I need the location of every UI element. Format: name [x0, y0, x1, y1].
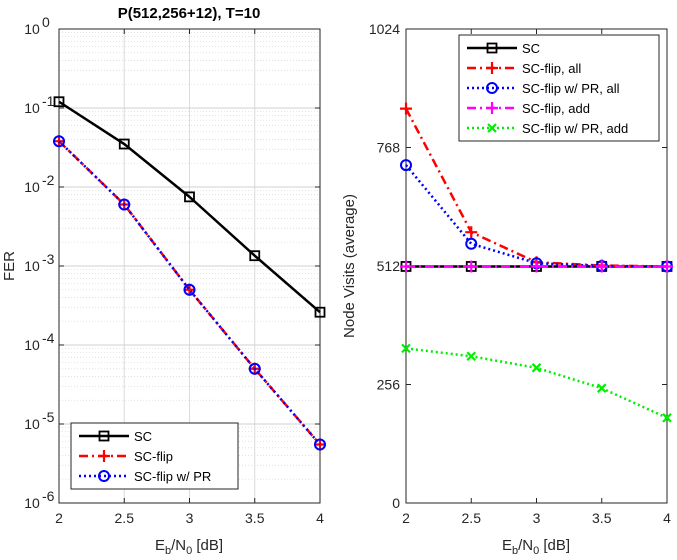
- fer-y-tick-label: 10: [24, 21, 40, 37]
- node-visits-y-axis-label: Node Visits (average): [341, 194, 358, 338]
- nv-data-point-3: [400, 260, 412, 273]
- fer-y-tick-exponent: -6: [42, 488, 55, 504]
- fer-legend-label-1: SC-flip: [134, 449, 173, 464]
- nv-x-tick-label: 2: [402, 510, 410, 526]
- fer-chart: P(512,256+12), T=10 2 2.5 3 3.5 410 -610 -510-…: [1, 5, 326, 557]
- fer-data-point-2: [248, 362, 261, 375]
- fer-data-point-0: [184, 191, 195, 203]
- fer-x-tick-label: 3.5: [245, 510, 265, 526]
- fer-y-tick-label: 10: [24, 100, 40, 116]
- nv-x-tick-label: 2.5: [462, 510, 482, 526]
- fer-y-tick-label: 10: [24, 416, 40, 432]
- fer-legend: SC SC-flip SC-flip w/ PR: [70, 422, 239, 490]
- nv-data-point-4: [466, 351, 477, 362]
- fer-data-point-2: [118, 198, 131, 211]
- fer-series-line-2: [58, 140, 321, 446]
- fer-data-point-0: [314, 306, 326, 318]
- nv-legend-marker-1: [486, 62, 498, 74]
- node-visits-x-axis-label: Eb/N0 [dB]: [502, 537, 570, 557]
- nv-legend-label-0: SC: [522, 41, 540, 56]
- nv-legend-label-3: SC-flip, add: [522, 101, 590, 116]
- fer-data-point-2: [183, 283, 196, 296]
- fer-x-axis-label: Eb/N0 [dB]: [155, 537, 223, 557]
- fer-data-point-2: [314, 438, 326, 451]
- nv-y-tick-label: 1024: [369, 21, 400, 37]
- fer-y-tick-exponent: -4: [42, 330, 55, 346]
- node-visits-chart: 2 2.5 3 3.5 4 0 256 512 768 1024 Node Visits (ave…: [341, 21, 673, 557]
- fer-y-tick-label: 10: [24, 179, 40, 195]
- node-visits-series: [400, 102, 673, 423]
- nv-data-point-2: [400, 159, 412, 172]
- nv-data-point-3: [465, 260, 478, 273]
- fer-legend-marker-2: [98, 470, 110, 482]
- fer-y-tick-exponent: -2: [42, 172, 55, 188]
- nv-y-tick-label: 768: [377, 140, 401, 156]
- nv-data-point-3: [530, 260, 543, 273]
- fer-y-tick-exponent: 0: [42, 14, 50, 30]
- nv-data-point-4: [401, 343, 411, 354]
- fer-y-tick-label: 10: [24, 258, 40, 274]
- fer-y-tick-label: 10: [24, 337, 40, 353]
- nv-data-point-4: [596, 383, 607, 393]
- nv-data-point-4: [531, 363, 542, 373]
- nv-legend-label-2: SC-flip w/ PR, all: [522, 81, 620, 96]
- nv-y-tick-label: 512: [377, 258, 401, 274]
- fer-legend-marker-1: [98, 450, 110, 462]
- fer-data-point-2: [53, 135, 65, 148]
- nv-x-tick-label: 3: [533, 510, 541, 526]
- nv-data-point-2: [465, 237, 478, 250]
- nv-y-tick-label: 256: [377, 377, 401, 393]
- fer-legend-label-2: SC-flip w/ PR: [134, 469, 211, 484]
- fer-y-tick-exponent: -5: [42, 409, 55, 425]
- fer-y-tick-exponent: -1: [42, 93, 55, 109]
- nv-series-line-4: [405, 347, 668, 419]
- nv-data-point-3: [595, 260, 608, 273]
- nv-legend-label-4: SC-flip w/ PR, add: [522, 121, 628, 136]
- nv-legend-marker-4: [487, 123, 497, 133]
- nv-x-tick-label: 4: [663, 510, 671, 526]
- nv-legend-marker-2: [486, 82, 498, 94]
- fer-data-point-0: [249, 250, 261, 262]
- node-visits-legend: SC SC-flip, all SC-flip w/ PR, all SC-flip,…: [458, 34, 660, 142]
- nv-legend-marker-3: [486, 102, 498, 114]
- fer-y-axis-label: FER: [1, 251, 18, 281]
- fer-x-tick-label: 3: [186, 510, 194, 526]
- fer-series-line-0: [58, 100, 321, 314]
- fer-x-tick-label: 2: [55, 510, 63, 526]
- nv-y-tick-label: 0: [392, 495, 400, 511]
- nv-x-tick-label: 3.5: [592, 510, 612, 526]
- nv-legend-marker-0: [486, 42, 498, 54]
- nv-legend-label-1: SC-flip, all: [522, 61, 581, 76]
- fer-data-point-0: [118, 138, 130, 150]
- fer-chart-title: P(512,256+12), T=10: [118, 5, 261, 22]
- fer-data-point-0: [53, 96, 65, 108]
- nv-data-point-4: [662, 413, 672, 423]
- fer-x-tick-label: 4: [316, 510, 324, 526]
- fer-y-tick-label: 10: [24, 495, 40, 511]
- nv-data-point-1: [465, 226, 478, 239]
- nv-data-point-3: [661, 260, 673, 273]
- fer-y-tick-exponent: -3: [42, 251, 55, 267]
- fer-legend-marker-0: [98, 430, 110, 442]
- fer-series: [53, 96, 326, 451]
- fer-x-tick-label: 2.5: [115, 510, 135, 526]
- fer-legend-label-0: SC: [134, 429, 152, 444]
- nv-data-point-1: [400, 102, 412, 115]
